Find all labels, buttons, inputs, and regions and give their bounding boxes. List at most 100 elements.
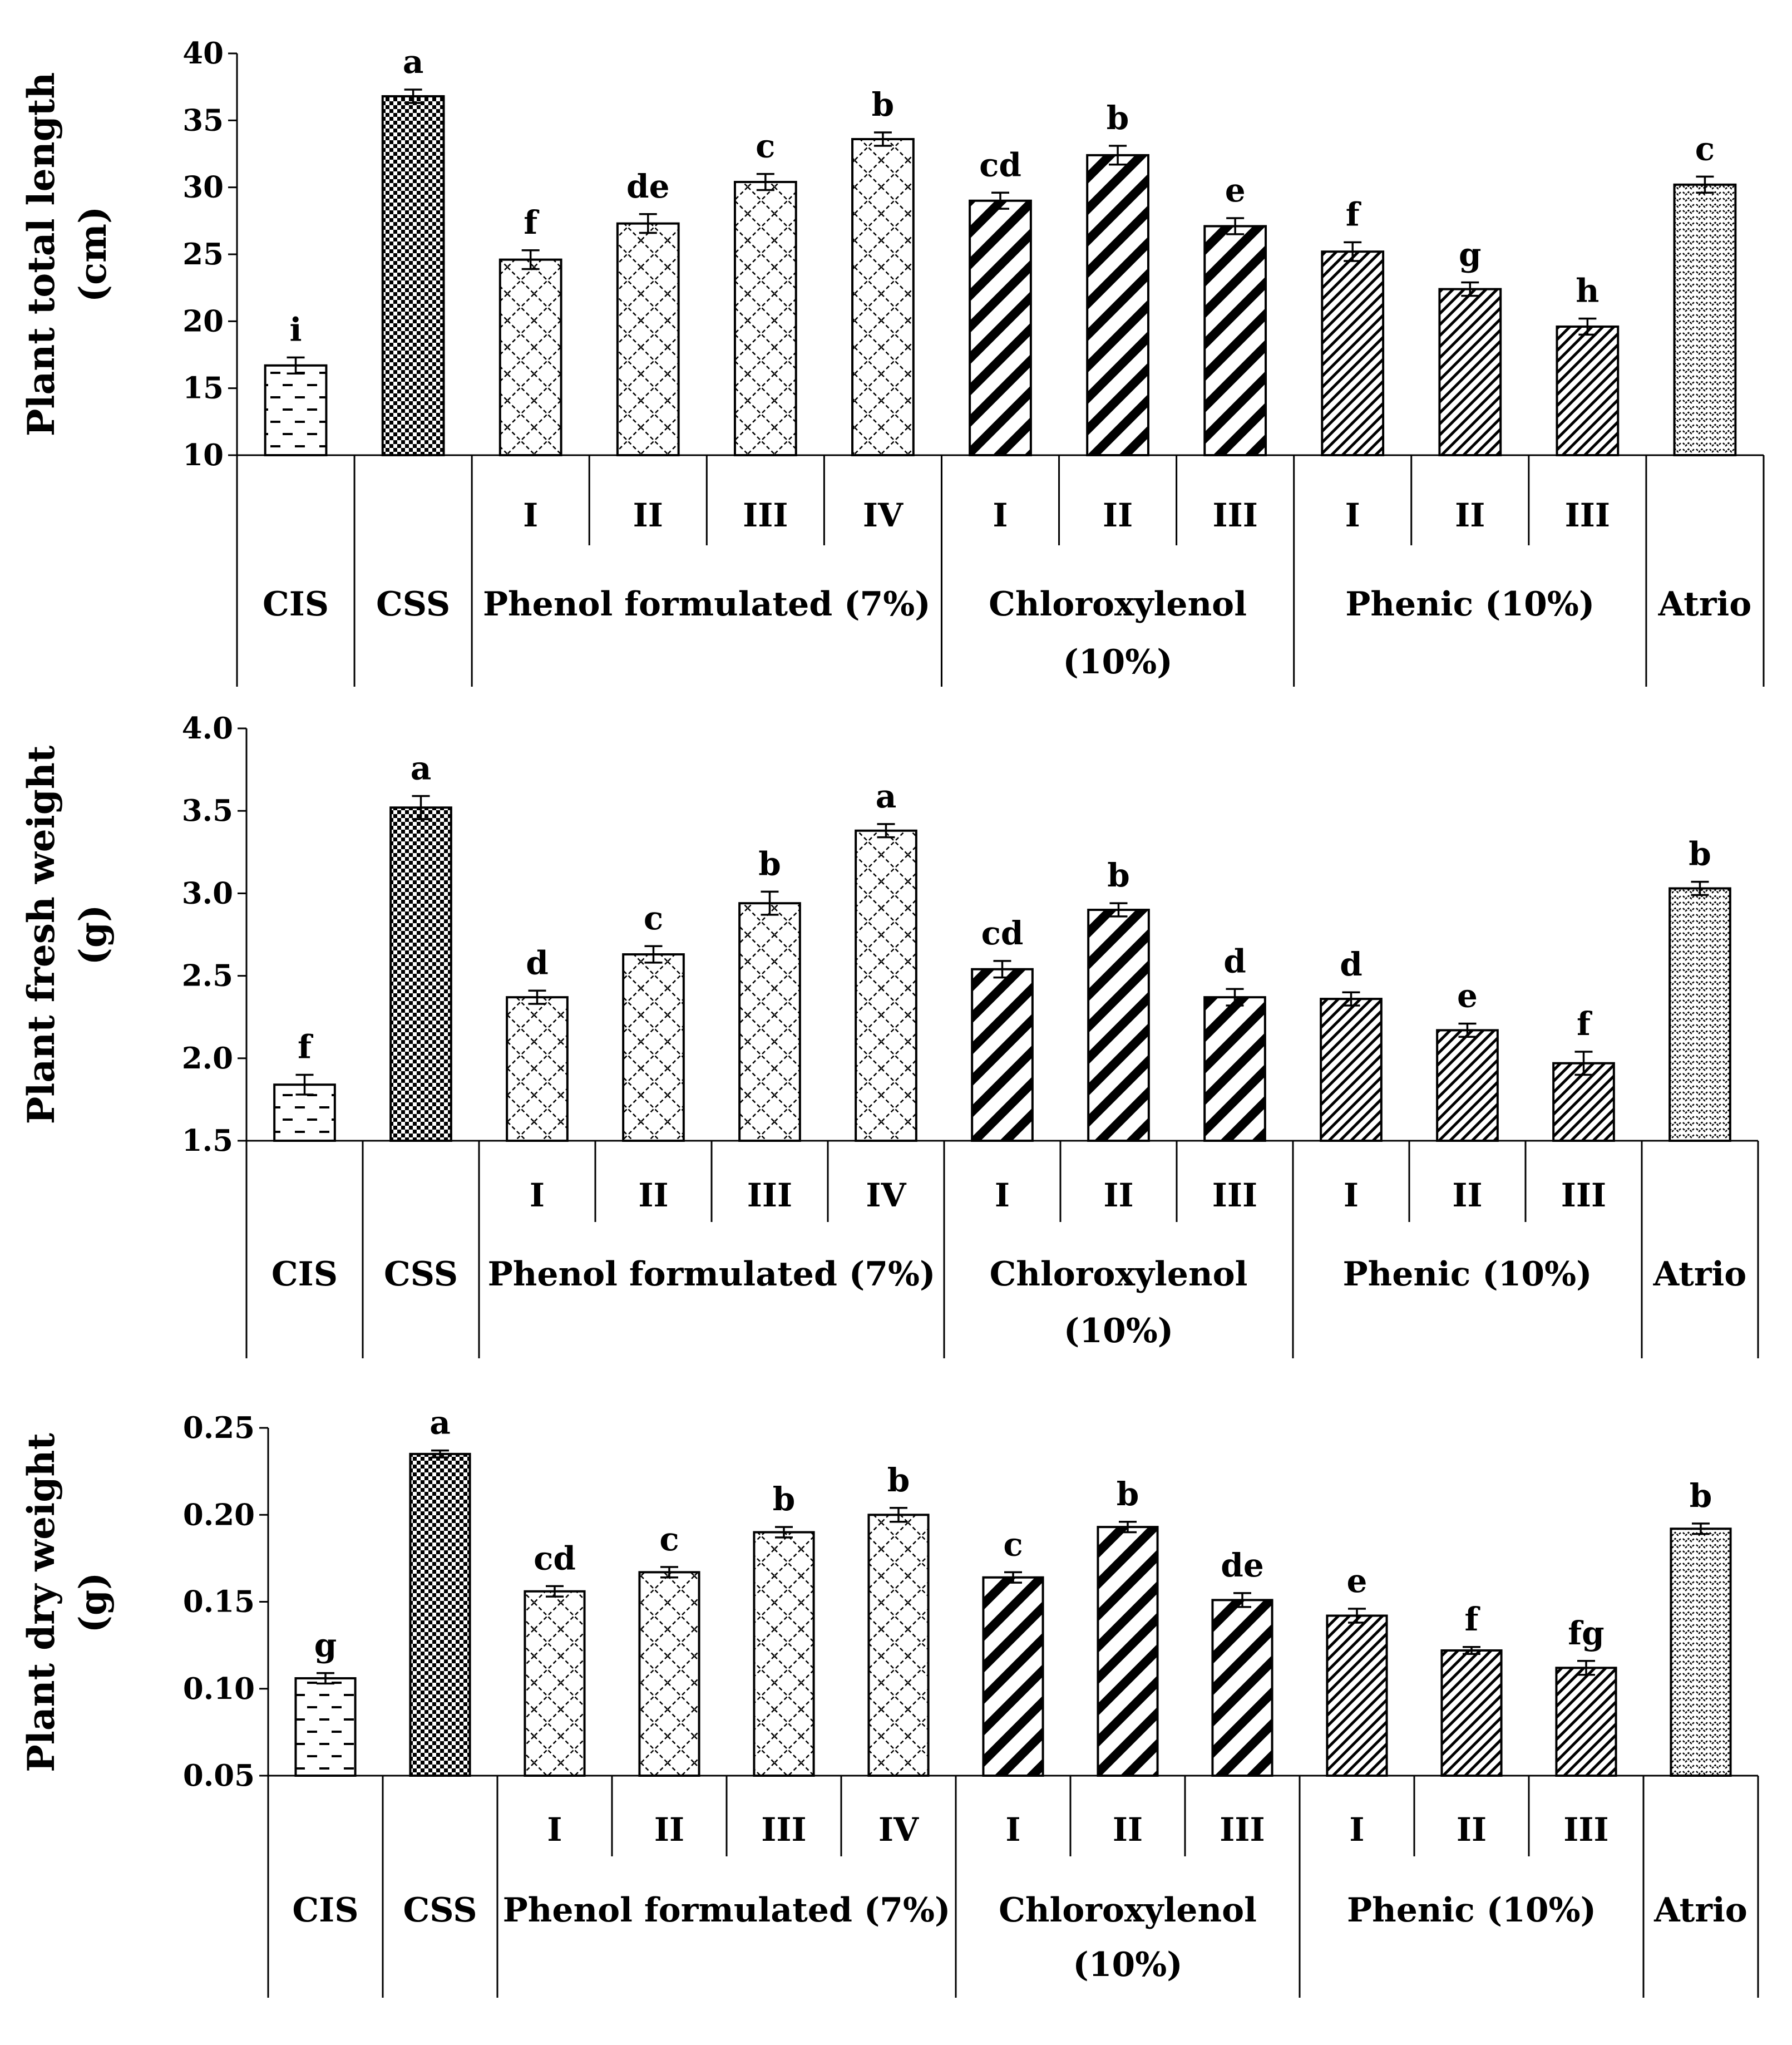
sub-category-label: I: [993, 496, 1008, 534]
sub-category-label: III: [743, 496, 788, 534]
significance-letter: h: [1576, 272, 1599, 310]
significance-letter: a: [430, 1404, 451, 1442]
y-tick-label: 4.0: [182, 711, 233, 746]
y-axis-unit: (cm): [71, 206, 115, 302]
bar: [1668, 887, 1731, 1142]
sub-category-label: III: [1220, 1811, 1265, 1849]
significance-letter: fg: [1568, 1614, 1605, 1652]
group-label: Phenol formulated (7%): [488, 1255, 936, 1294]
group-label-line2: (10%): [1063, 643, 1172, 682]
group-label: CSS: [384, 1255, 458, 1294]
y-tick-label: 0.20: [183, 1497, 255, 1532]
significance-letter: c: [756, 127, 775, 165]
y-tick-label: 20: [182, 304, 224, 338]
bar: [971, 968, 1034, 1142]
y-axis-title: Plant fresh weight: [19, 745, 63, 1124]
y-tick-label: 1.5: [182, 1123, 233, 1158]
significance-letter: a: [411, 750, 432, 787]
significance-letter: cd: [534, 1539, 576, 1577]
significance-letter: e: [1457, 977, 1478, 1015]
group-label: CIS: [292, 1891, 358, 1930]
bar: [1440, 1649, 1503, 1777]
bar: [1211, 1599, 1273, 1777]
sub-category-label: II: [1113, 1811, 1143, 1849]
y-tick-label: 0.10: [183, 1672, 255, 1706]
bar: [616, 222, 680, 456]
group-label: Chloroxylenol: [999, 1891, 1257, 1930]
bar: [867, 1514, 930, 1777]
sub-category-label: II: [1452, 1176, 1482, 1214]
bar: [381, 95, 445, 457]
y-axis-title: Plant dry weight: [19, 1433, 63, 1772]
significance-letter: c: [1003, 1525, 1023, 1563]
sub-category-label: III: [747, 1176, 792, 1214]
sub-category-label: I: [1349, 1811, 1364, 1849]
group-label: Chloroxylenol: [989, 585, 1247, 624]
bar: [498, 258, 562, 456]
bar: [982, 1576, 1044, 1777]
y-axis-unit: (g): [71, 905, 115, 965]
group-label: Phenic (10%): [1342, 1255, 1592, 1294]
sub-category-label: II: [1103, 496, 1133, 534]
bar: [969, 199, 1032, 456]
significance-letter: b: [1107, 856, 1130, 894]
bar: [294, 1677, 357, 1777]
significance-letter: e: [1347, 1562, 1368, 1600]
sub-category-label: II: [633, 496, 663, 534]
group-label: CIS: [271, 1255, 338, 1294]
bar: [622, 953, 685, 1142]
significance-letter: f: [298, 1028, 314, 1066]
y-tick-label: 3.5: [182, 794, 233, 828]
y-tick-label: 30: [182, 170, 224, 205]
sub-category-label: II: [654, 1811, 684, 1849]
significance-letter: b: [872, 86, 895, 124]
significance-letter: cd: [979, 146, 1021, 184]
group-label: Phenic (10%): [1345, 585, 1594, 624]
bar: [409, 1452, 471, 1777]
bar: [1555, 1667, 1617, 1777]
bar: [638, 1571, 700, 1777]
significance-letter: e: [1225, 171, 1246, 209]
sub-category-label: II: [1103, 1176, 1133, 1214]
bar: [855, 829, 917, 1142]
group-label: Phenol formulated (7%): [483, 585, 931, 624]
sub-category-label: III: [761, 1811, 806, 1849]
bar: [1320, 998, 1383, 1142]
bar: [389, 806, 452, 1142]
significance-letter: d: [1340, 945, 1362, 983]
group-label-line2: (10%): [1073, 1945, 1182, 1984]
significance-letter: d: [526, 944, 549, 982]
panel-fresh-weight: 1.5 2.0 2.5 3.0 3.5 4.0 Plant fresh weight (g) f…: [19, 711, 1759, 1358]
bar: [1321, 250, 1385, 456]
significance-letter: b: [1690, 1477, 1712, 1515]
bar: [1670, 1527, 1732, 1777]
significance-letter: d: [1223, 942, 1246, 980]
sub-category-label: IV: [863, 496, 904, 534]
bar: [1097, 1526, 1159, 1777]
group-label-line2: (10%): [1064, 1312, 1173, 1351]
sub-category-label: III: [1565, 496, 1610, 534]
y-tick-label: 2.0: [182, 1041, 233, 1076]
bar: [506, 996, 569, 1142]
y-axis-unit: (g): [71, 1573, 115, 1633]
sub-category-label: III: [1561, 1176, 1606, 1214]
y-tick-label: 10: [182, 438, 224, 472]
significance-letter: c: [1695, 130, 1715, 167]
y-tick-label: 0.25: [183, 1411, 255, 1445]
group-label: CIS: [263, 585, 329, 624]
y-tick-label: 0.05: [183, 1758, 255, 1793]
sub-category-label: I: [1344, 1176, 1359, 1214]
bar: [733, 181, 797, 456]
y-tick-label: 0.15: [183, 1585, 255, 1619]
significance-letter: b: [758, 845, 781, 883]
significance-letter: b: [887, 1461, 910, 1499]
significance-letter: c: [659, 1520, 679, 1558]
y-tick-label: 3.0: [182, 876, 233, 910]
group-label: Atrio: [1658, 585, 1752, 624]
y-tick-label: 25: [182, 237, 224, 272]
panel-dry-weight: 0.05 0.10 0.15 0.20 0.25 Plant dry weight (g) g…: [19, 1404, 1759, 1998]
bar: [1326, 1614, 1388, 1777]
significance-letter: g: [1459, 236, 1482, 274]
significance-letter: a: [876, 777, 897, 815]
